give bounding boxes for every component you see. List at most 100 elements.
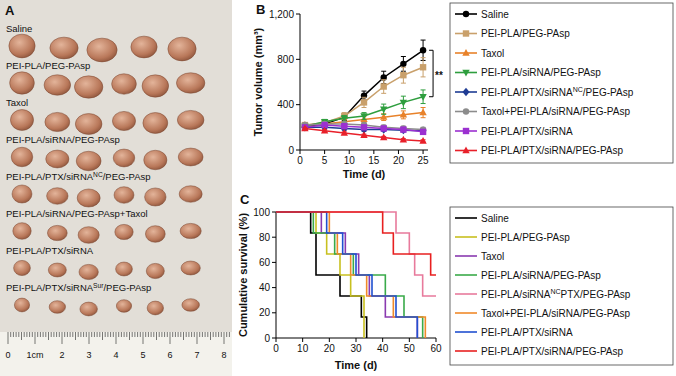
tumor [113, 149, 135, 167]
tumor [46, 150, 69, 168]
ruler-tick [194, 332, 195, 337]
ruler-tick [107, 332, 108, 337]
tumor [180, 223, 201, 238]
marker [361, 99, 367, 105]
x-tick [423, 150, 424, 154]
marker [301, 123, 308, 131]
tumor [14, 298, 29, 312]
tumor-row [14, 260, 201, 279]
ruler-tick [21, 332, 22, 340]
ruler-tick [226, 332, 227, 337]
legend-label: PEI-PLA/siRNANCPTX/PEG-PAsp [481, 288, 631, 300]
marker [380, 106, 387, 113]
x-tick [349, 150, 350, 154]
legend-line [455, 274, 477, 276]
y-axis [276, 212, 277, 338]
tumor [178, 148, 203, 166]
x-tick [398, 150, 399, 154]
ruler-tick [113, 332, 114, 337]
ruler-tick [229, 332, 230, 337]
ruler-tick [197, 332, 198, 344]
tumor [145, 188, 166, 206]
series-line [276, 212, 436, 275]
ruler-tick [91, 332, 92, 337]
tumor [47, 188, 68, 205]
legend-line [455, 312, 477, 314]
ruler-tick [24, 332, 25, 337]
ruler-tick [126, 332, 127, 337]
ruler-label: 5 [140, 350, 145, 360]
group-label: PEI-PLA/PTX/siRNA [6, 245, 94, 256]
figure: ASalinePEI-PLA/PEG-PAspTaxolPEI-PLA/siRN… [0, 0, 676, 376]
legend-label: Taxol+PEI-PLA/siRNA/PEG-PAsp [481, 308, 630, 319]
ruler-tick [37, 332, 38, 337]
tumor [48, 263, 66, 277]
error-bar [381, 80, 386, 94]
ruler-tick [40, 332, 41, 337]
ruler-tick [213, 332, 214, 337]
tumor [10, 110, 33, 131]
superscript: NC [550, 288, 560, 295]
ruler-tick [186, 332, 187, 337]
group-label: Saline [6, 23, 32, 34]
error-bar [421, 58, 426, 77]
ruler-tick [18, 332, 19, 337]
ruler-tick [102, 332, 103, 340]
text-part: PEI-PLA/PTX/siRNA [481, 87, 573, 98]
tumor [116, 262, 133, 276]
ruler-tick [161, 332, 162, 337]
text-part: /PEG-PAsp [103, 171, 151, 182]
series-line [276, 212, 423, 338]
tumor [80, 302, 98, 316]
tumor [49, 301, 65, 314]
ruler-label: 0 [5, 350, 10, 360]
legend-line [455, 331, 477, 333]
legend-label: PEI-PLA/PTX/siRNANC/PEG-PAsp [481, 86, 634, 98]
marker [462, 49, 469, 56]
x-axis-title: Time (d) [343, 168, 386, 180]
ruler-tick [132, 332, 133, 337]
tumor [114, 187, 134, 204]
ruler-tick [164, 332, 165, 337]
x-tick [324, 150, 325, 154]
marker [419, 94, 426, 101]
ruler-tick [170, 332, 171, 344]
ruler-tick [172, 332, 173, 337]
ruler-tick [78, 332, 79, 337]
y-tick-label: 100 [253, 207, 270, 218]
x-tick-label: 50 [404, 343, 416, 354]
text-part: PEI-PLA/PTX/siRNA [6, 282, 94, 293]
series-line [305, 97, 423, 126]
ruler-tick [199, 332, 200, 337]
ruler-tick [134, 332, 135, 337]
text-part: /PEG-PAsp [103, 282, 151, 293]
chart: B04008001,2000510152025Time (d)Tumor vol… [252, 2, 673, 180]
x-tick-label: 40 [377, 343, 389, 354]
ruler-tick [124, 332, 125, 337]
marker [360, 131, 367, 138]
y-axis-title: Cumulative survival (%) [237, 213, 249, 337]
ruler-tick [183, 332, 184, 340]
series-line [276, 212, 417, 338]
marker [301, 123, 308, 130]
ruler-tick [48, 332, 49, 340]
tumor [9, 34, 35, 58]
tumor [14, 260, 31, 275]
x-tick-label: 10 [344, 155, 356, 166]
x-tick [409, 338, 410, 342]
y-tick-label: 1,200 [269, 9, 294, 20]
marker [463, 11, 469, 17]
ruler-tick [43, 332, 44, 337]
ruler-tick [45, 332, 46, 337]
legend-label: PEI-PLA/siRNA/PEG-PAsp [481, 270, 601, 281]
x-axis [300, 150, 428, 151]
marker [361, 124, 367, 130]
plot-area [301, 40, 427, 144]
y-tick [272, 287, 276, 288]
text-part: /PEG-PAsp [583, 87, 634, 98]
tumor-row [14, 298, 199, 316]
x-tick [329, 338, 330, 342]
marker [400, 126, 406, 132]
marker [341, 129, 348, 136]
ruler-label: 7 [194, 350, 199, 360]
